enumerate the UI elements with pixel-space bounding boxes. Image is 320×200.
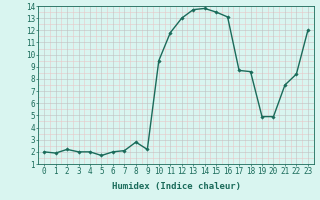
X-axis label: Humidex (Indice chaleur): Humidex (Indice chaleur) [111,182,241,191]
